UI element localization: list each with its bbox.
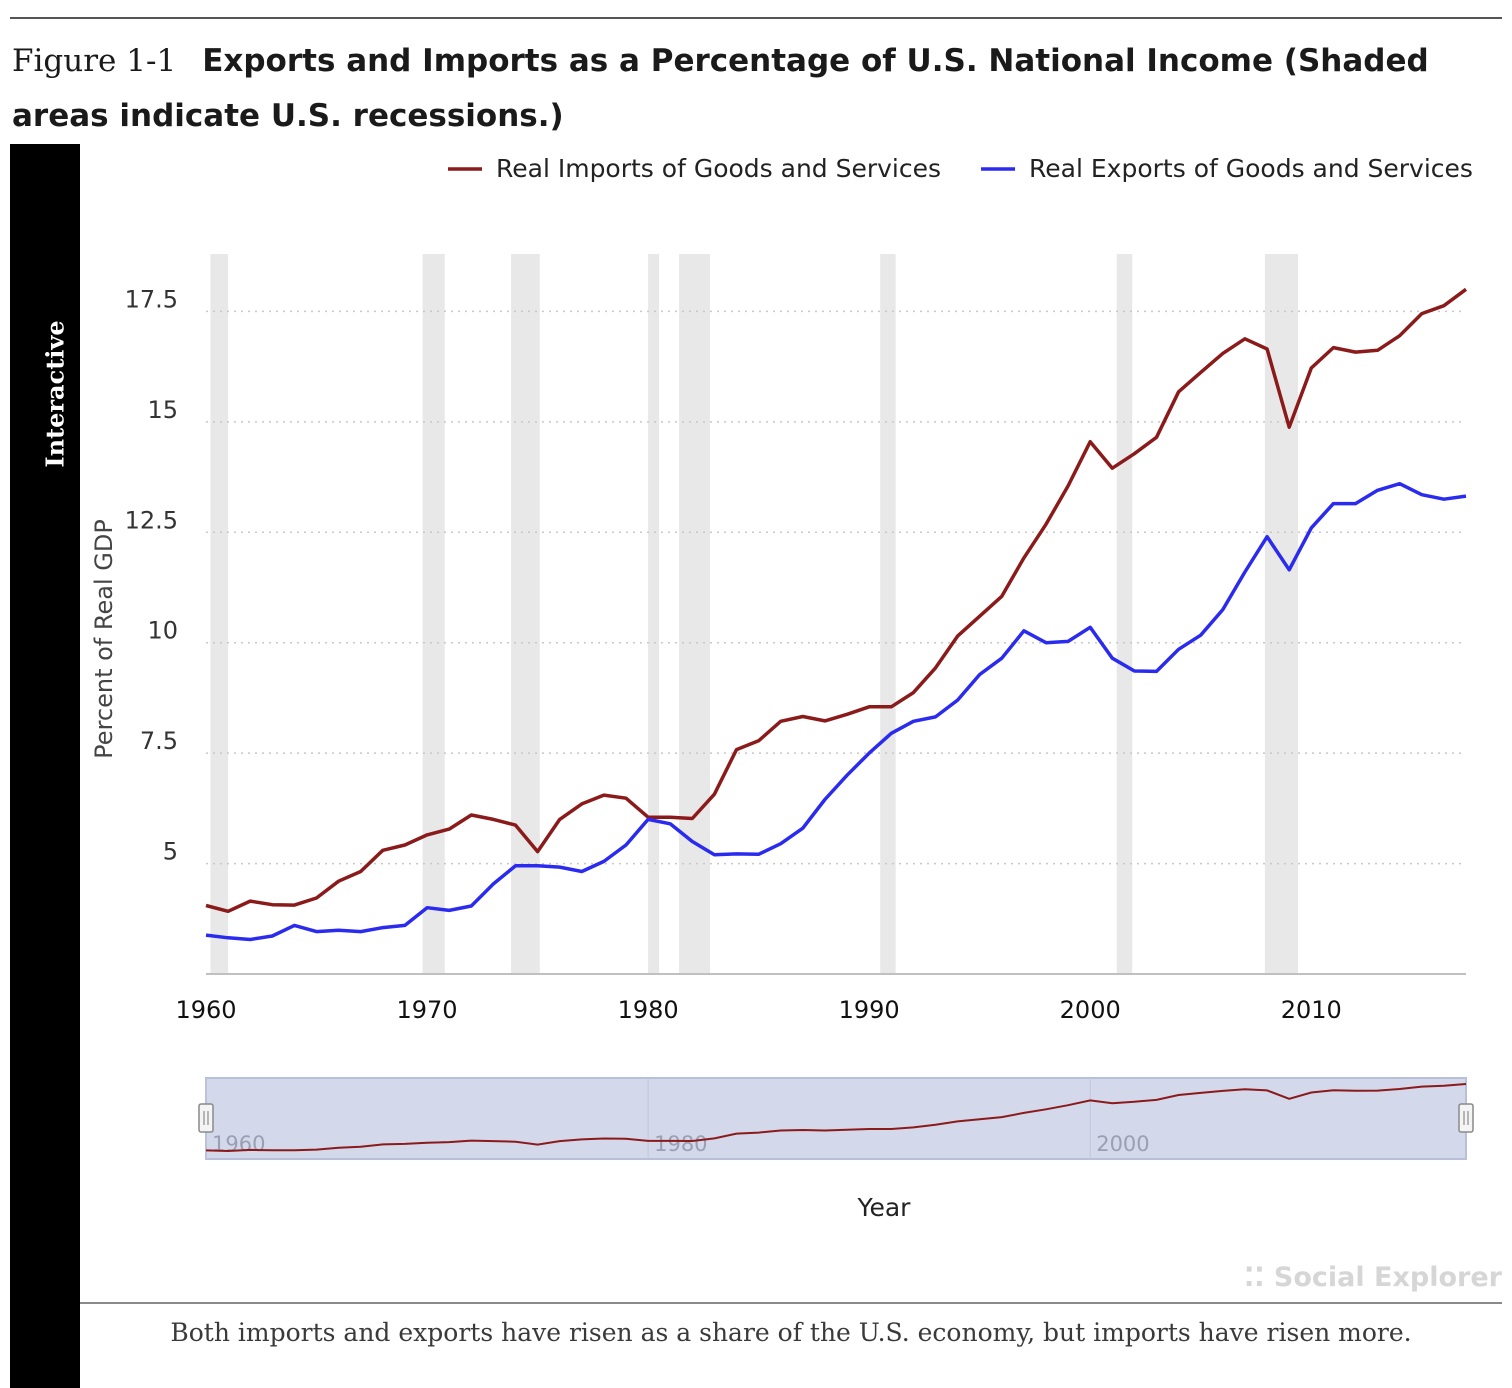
y-tick-label: 5 [163, 838, 178, 866]
series-line[interactable] [205, 287, 1468, 914]
legend-label[interactable]: Real Imports of Goods and Services [496, 154, 941, 183]
figure-title: Figure 1-1 Exports and Imports as a Perce… [12, 34, 1492, 144]
y-tick-label: 17.5 [125, 285, 178, 313]
y-tick-label: 7.5 [140, 727, 178, 755]
navigator-selection[interactable] [205, 1077, 1467, 1160]
navigator-line [205, 1083, 1467, 1153]
x-tick-label: 1980 [618, 996, 679, 1024]
recession-band [1264, 254, 1298, 974]
figure-label: Figure 1-1 [12, 43, 177, 79]
x-tick-label: 1960 [175, 996, 236, 1024]
recession-band [880, 254, 896, 974]
navigator-handle-right[interactable] [1458, 1103, 1474, 1133]
recession-band [210, 254, 229, 974]
figure-title-text: Exports and Imports as a Percentage of U… [12, 43, 1429, 134]
recession-band [648, 254, 660, 974]
social-explorer-logo: ⁚⁚ Social Explorer [1244, 1262, 1502, 1293]
figure-caption: Both imports and exports have risen as a… [170, 1318, 1412, 1347]
recession-band [511, 254, 540, 974]
navigator-handle-left[interactable] [198, 1103, 214, 1133]
chart-container: 5 7.5 10 12.5 15 17.5 1960 1970 1980 1990 2000 2010… [80, 144, 1502, 1304]
x-tick-label: 1970 [397, 996, 458, 1024]
side-tab-label: Interactive [40, 320, 70, 468]
y-tick-label: 12.5 [125, 506, 178, 534]
navigator-tick-label: 1980 [654, 1132, 707, 1156]
legend-label[interactable]: Real Exports of Goods and Services [1029, 154, 1473, 183]
top-rule [10, 17, 1502, 19]
x-tick-label: 2000 [1060, 996, 1121, 1024]
y-tick-label: 15 [147, 396, 178, 424]
navigator-tick-label: 1960 [212, 1132, 265, 1156]
y-tick-label: 10 [147, 617, 178, 645]
recession-band [1116, 254, 1133, 974]
x-tick-label: 2010 [1281, 996, 1342, 1024]
recession-band [679, 254, 710, 974]
navigator-tick-label: 2000 [1096, 1132, 1149, 1156]
watermark-text: Social Explorer [1273, 1262, 1502, 1293]
recession-band [422, 254, 445, 974]
x-axis-title: Year [857, 1193, 912, 1222]
x-tick-label: 1990 [839, 996, 900, 1024]
y-axis-title: Percent of Real GDP [90, 519, 118, 759]
line-chart: 5 7.5 10 12.5 15 17.5 1960 1970 1980 1990 2000 2010… [90, 154, 1474, 1222]
series-line[interactable] [205, 481, 1467, 942]
side-tab[interactable]: Interactive [10, 144, 80, 1388]
